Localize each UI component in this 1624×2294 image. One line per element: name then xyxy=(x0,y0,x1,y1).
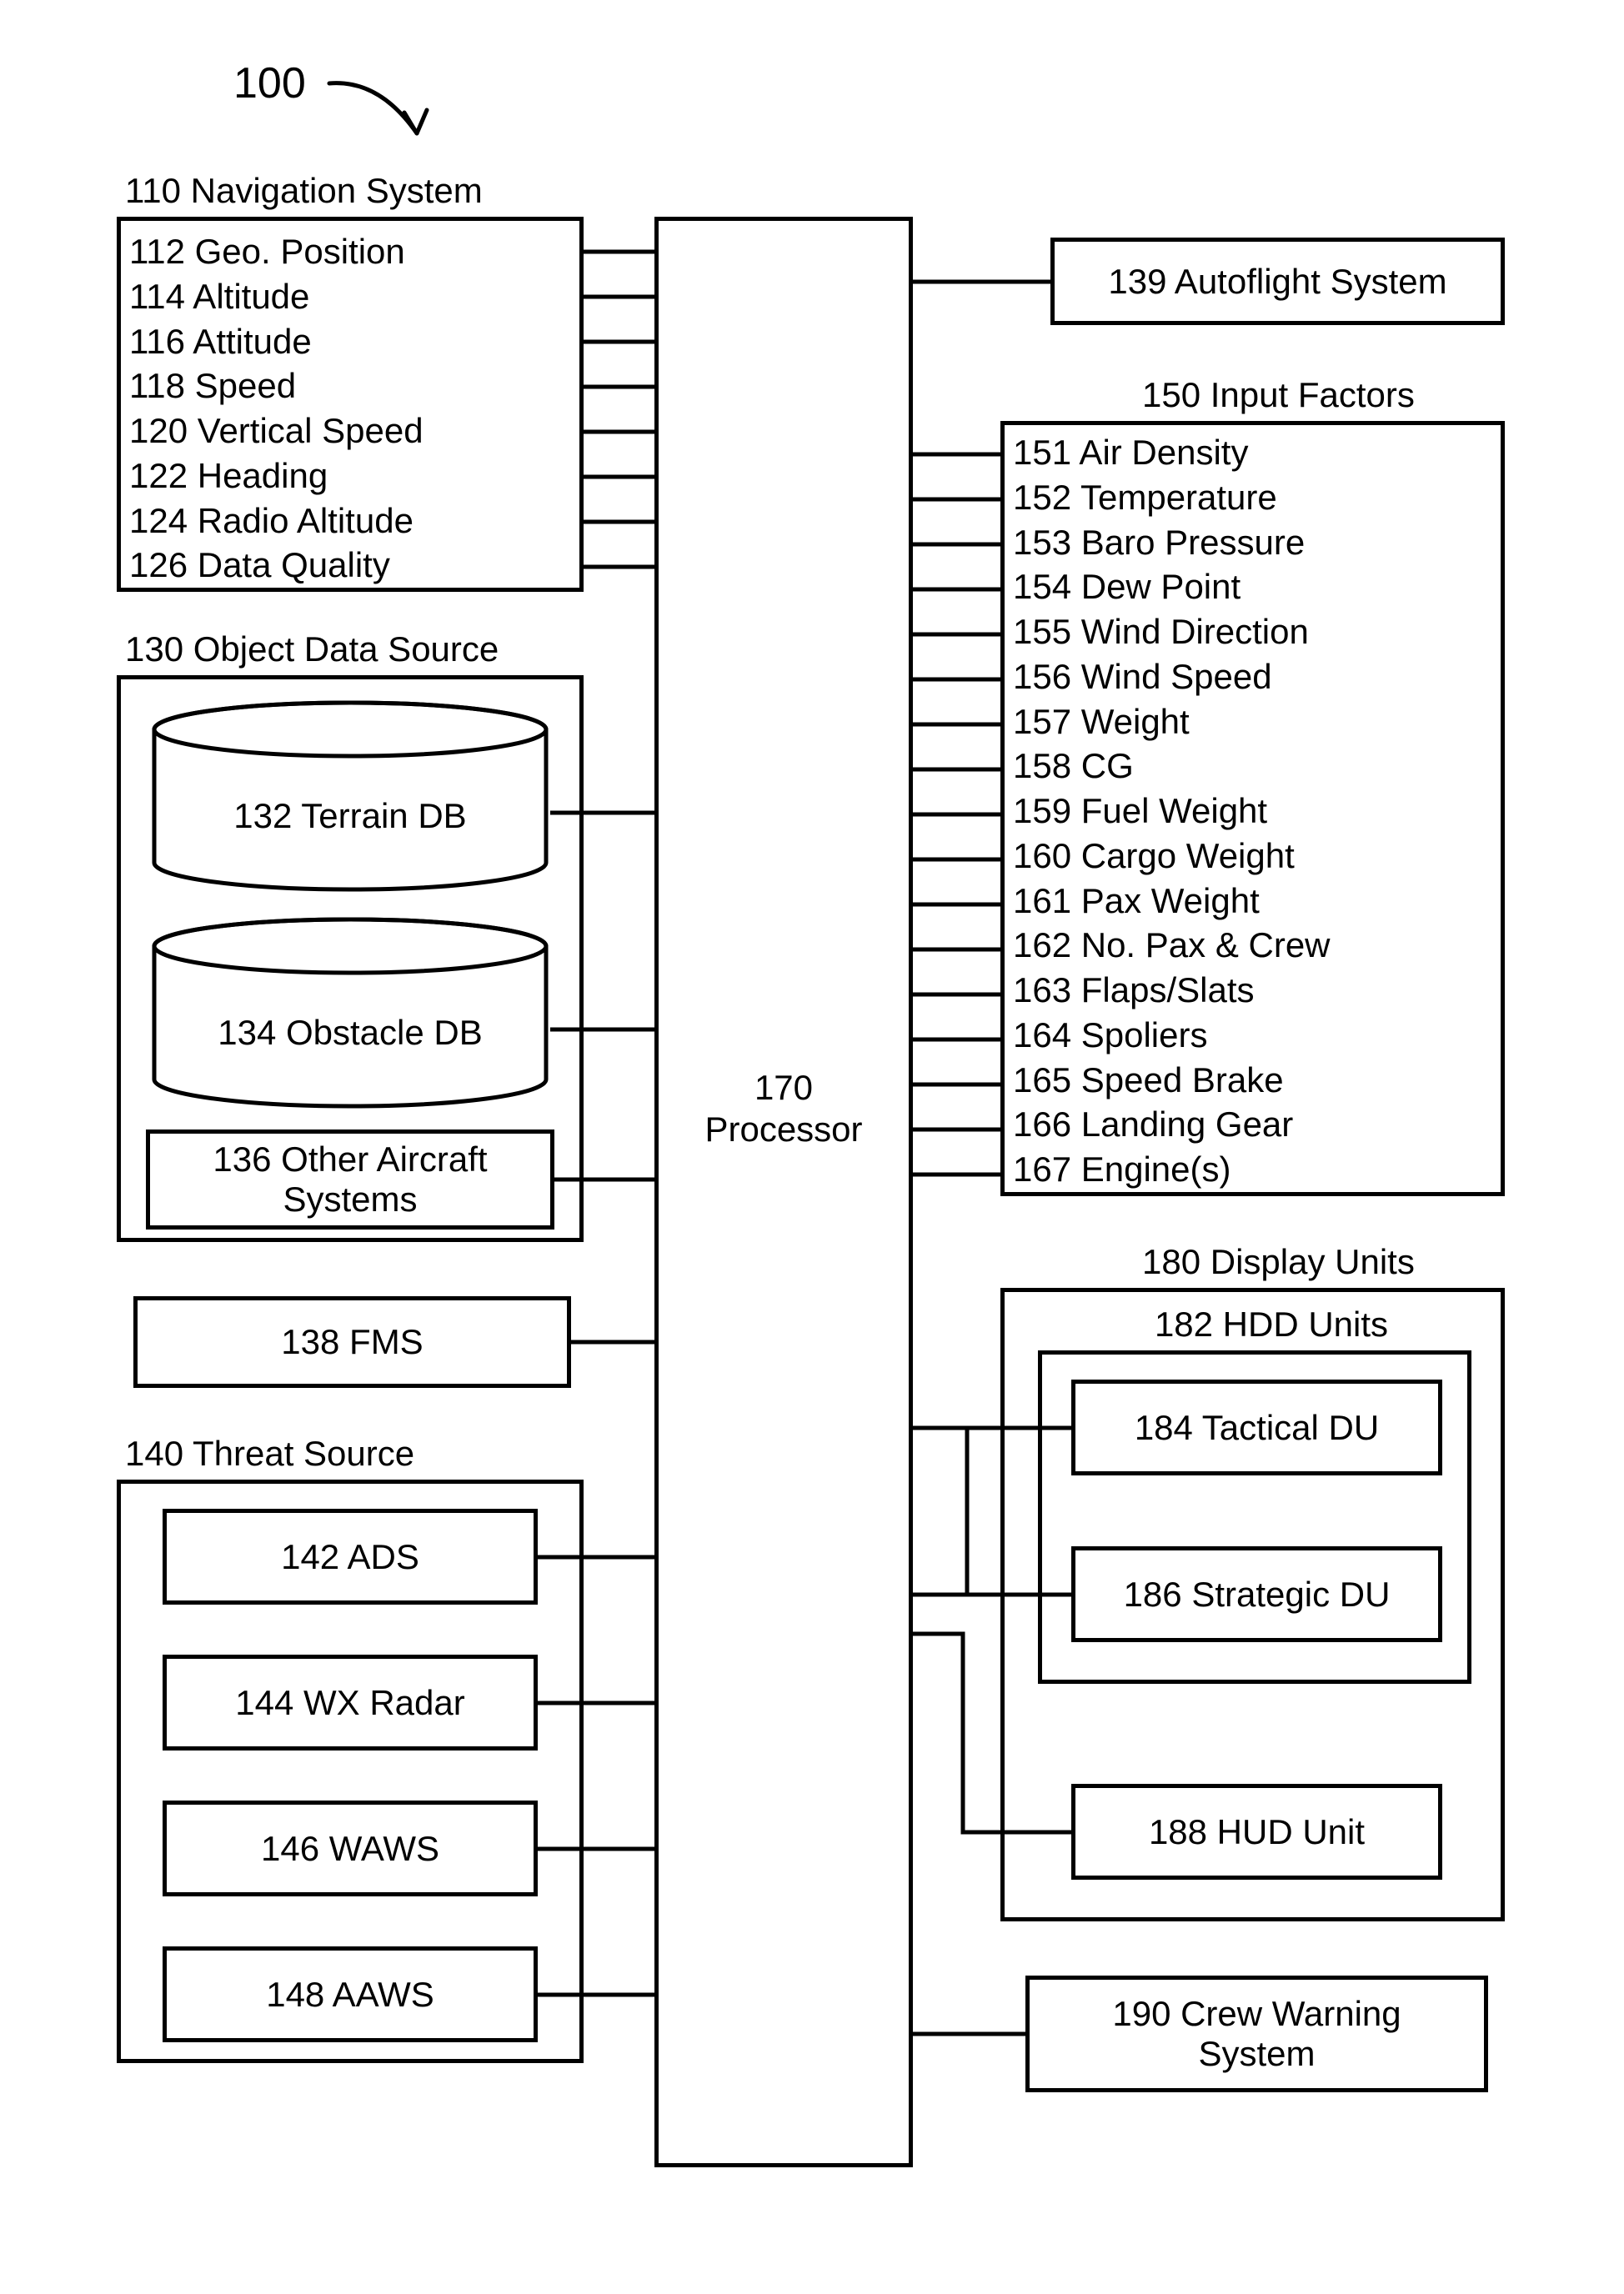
other-aircraft-box: 136 Other Aircraft Systems xyxy=(146,1129,554,1230)
input-item: 151 Air Density xyxy=(1005,430,1501,475)
diagram-canvas: 100 110 Navigation System 112 Geo. Posit… xyxy=(0,0,1624,2294)
fms-box: 138 FMS xyxy=(133,1296,571,1388)
figure-number: 100 xyxy=(233,58,306,108)
nav-box: 112 Geo. Position 114 Altitude 116 Attit… xyxy=(117,217,584,592)
input-item: 152 Temperature xyxy=(1005,475,1501,520)
other-aircraft-line2: Systems xyxy=(283,1180,417,1220)
terrain-db-label: 132 Terrain DB xyxy=(150,796,550,836)
nav-item: 118 Speed xyxy=(121,363,579,408)
input-item: 164 Spoliers xyxy=(1005,1013,1501,1058)
threat-item-ads: 142 ADS xyxy=(163,1509,538,1605)
obstacle-db-label: 134 Obstacle DB xyxy=(150,1013,550,1053)
input-item: 160 Cargo Weight xyxy=(1005,834,1501,879)
input-item: 166 Landing Gear xyxy=(1005,1102,1501,1147)
terrain-db-cylinder: 132 Terrain DB xyxy=(150,700,550,892)
crew-line2: System xyxy=(1198,2034,1315,2074)
tactical-du-box: 184 Tactical DU xyxy=(1071,1380,1442,1475)
processor-box xyxy=(654,217,913,2167)
autoflight-box: 139 Autoflight System xyxy=(1050,238,1505,325)
threat-item-waws: 146 WAWS xyxy=(163,1801,538,1896)
nav-item: 124 Radio Altitude xyxy=(121,498,579,543)
display-title: 180 Display Units xyxy=(1142,1242,1415,1282)
other-aircraft-line1: 136 Other Aircraft xyxy=(213,1139,487,1180)
input-item: 155 Wind Direction xyxy=(1005,609,1501,654)
nav-item: 122 Heading xyxy=(121,453,579,498)
hud-box: 188 HUD Unit xyxy=(1071,1784,1442,1880)
nav-item: 126 Data Quality xyxy=(121,543,579,588)
input-item: 165 Speed Brake xyxy=(1005,1058,1501,1103)
input-item: 153 Baro Pressure xyxy=(1005,520,1501,565)
threat-item-wx: 144 WX Radar xyxy=(163,1655,538,1751)
nav-item: 120 Vertical Speed xyxy=(121,408,579,453)
crew-warning-box: 190 Crew Warning System xyxy=(1025,1976,1488,2092)
processor-num: 170 xyxy=(654,1067,913,1109)
input-item: 156 Wind Speed xyxy=(1005,654,1501,699)
crew-line1: 190 Crew Warning xyxy=(1112,1994,1401,2034)
input-item: 158 CG xyxy=(1005,744,1501,789)
threat-title: 140 Threat Source xyxy=(125,1434,414,1474)
nav-item: 114 Altitude xyxy=(121,274,579,319)
obj-title: 130 Object Data Source xyxy=(125,629,499,669)
hdd-title: 182 HDD Units xyxy=(1075,1305,1467,1345)
input-item: 159 Fuel Weight xyxy=(1005,789,1501,834)
processor-label: 170 Processor xyxy=(654,1067,913,1151)
processor-text: Processor xyxy=(654,1109,913,1150)
input-item: 161 Pax Weight xyxy=(1005,879,1501,924)
inputs-title: 150 Input Factors xyxy=(1142,375,1415,415)
nav-item: 112 Geo. Position xyxy=(121,229,579,274)
obstacle-db-cylinder: 134 Obstacle DB xyxy=(150,917,550,1109)
threat-item-aaws: 148 AAWS xyxy=(163,1946,538,2042)
input-item: 167 Engine(s) xyxy=(1005,1147,1501,1192)
nav-title: 110 Navigation System xyxy=(125,171,483,211)
input-item: 163 Flaps/Slats xyxy=(1005,968,1501,1013)
nav-item: 116 Attitude xyxy=(121,319,579,364)
inputs-box: 151 Air Density 152 Temperature 153 Baro… xyxy=(1000,421,1505,1196)
strategic-du-box: 186 Strategic DU xyxy=(1071,1546,1442,1642)
input-item: 154 Dew Point xyxy=(1005,564,1501,609)
input-item: 157 Weight xyxy=(1005,699,1501,744)
input-item: 162 No. Pax & Crew xyxy=(1005,923,1501,968)
